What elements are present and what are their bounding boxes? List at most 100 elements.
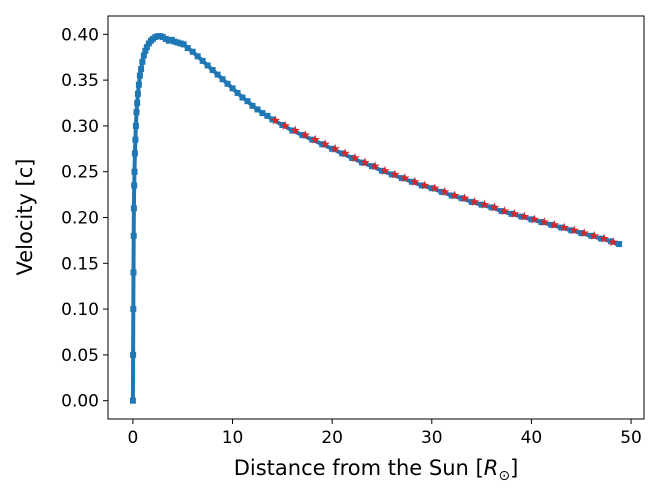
data-point: [309, 136, 316, 143]
data-point: [290, 125, 301, 135]
y-tick-label: 0.15: [61, 254, 99, 274]
data-point: [538, 219, 545, 226]
data-point: [568, 227, 575, 234]
data-point: [138, 66, 145, 73]
data-point: [488, 204, 495, 211]
x-tick-label: 30: [421, 428, 443, 448]
data-point: [588, 232, 595, 239]
data-point: [254, 106, 261, 113]
data-point: [410, 176, 420, 186]
data-point: [259, 110, 266, 117]
data-point: [340, 148, 350, 158]
data-point: [199, 57, 206, 64]
data-point: [469, 196, 480, 206]
data-point: [264, 112, 271, 119]
data-point: [270, 115, 281, 125]
data-point: [204, 62, 211, 69]
data-point: [135, 81, 142, 88]
data-point: [142, 47, 149, 54]
x-axis-ticks: 0 10 20 30 40 50: [127, 419, 642, 448]
x-tick-label: 0: [127, 428, 138, 448]
data-point: [330, 143, 340, 153]
data-point: [468, 198, 475, 205]
data-point: [380, 165, 390, 175]
data-point: [280, 120, 291, 130]
data-point: [369, 163, 376, 170]
data-point: [131, 168, 138, 175]
data-point: [390, 169, 400, 179]
data-point: [300, 130, 311, 140]
data-point: [180, 41, 187, 48]
data-point: [184, 45, 191, 52]
plot-marks: [129, 33, 623, 404]
data-point: [249, 102, 256, 109]
data-point: [134, 100, 141, 107]
data-point: [131, 150, 138, 157]
data-point: [509, 208, 520, 218]
data-point: [209, 67, 216, 74]
x-axis-label-symbol: R: [484, 456, 499, 480]
data-point: [132, 122, 139, 129]
y-tick-label: 0.05: [61, 346, 99, 366]
y-axis-label: Velocity [c]: [13, 159, 37, 276]
x-tick-label: 10: [222, 428, 244, 448]
data-point: [548, 221, 555, 228]
x-axis-label-subscript: ⊙: [498, 468, 510, 484]
data-point: [130, 205, 137, 212]
data-point: [244, 98, 251, 105]
y-tick-label: 0.40: [61, 25, 99, 45]
data-point: [299, 132, 306, 139]
series-2: [270, 115, 618, 247]
data-point: [508, 210, 515, 217]
data-point: [130, 269, 137, 276]
series-1: [129, 33, 623, 404]
data-point: [388, 171, 395, 178]
data-point: [339, 150, 346, 157]
data-point: [549, 219, 560, 229]
x-tick-label: 50: [620, 428, 642, 448]
data-point: [418, 182, 425, 189]
data-point: [349, 154, 356, 161]
data-point: [359, 159, 366, 166]
data-point: [528, 216, 535, 223]
data-point: [579, 228, 589, 238]
data-point: [229, 85, 236, 92]
data-point: [539, 217, 550, 227]
y-axis-ticks: 0.00 0.05 0.10 0.15 0.20 0.25 0.30 0.35 0.40: [61, 25, 108, 412]
data-point: [458, 195, 465, 202]
data-point: [558, 224, 565, 231]
data-point: [370, 161, 380, 171]
data-point: [224, 80, 231, 87]
data-point: [143, 44, 150, 51]
data-point: [578, 230, 585, 237]
x-tick-label: 40: [521, 428, 543, 448]
data-point: [608, 237, 618, 247]
data-point: [130, 306, 137, 313]
data-point: [559, 222, 570, 232]
data-point: [320, 139, 330, 149]
data-point: [132, 136, 139, 143]
data-point: [449, 190, 460, 200]
data-point: [398, 175, 405, 182]
plot-frame: [107, 15, 645, 420]
data-point: [479, 199, 490, 209]
data-point: [438, 188, 445, 195]
data-point: [139, 58, 146, 65]
data-point: [408, 178, 415, 185]
data-point: [498, 208, 505, 215]
x-tick-label: 20: [321, 428, 343, 448]
data-point: [499, 206, 510, 216]
data-point: [378, 167, 385, 174]
data-point: [459, 193, 470, 203]
data-point: [400, 173, 410, 183]
data-point: [616, 241, 623, 248]
data-point: [239, 94, 246, 101]
y-tick-label: 0.20: [61, 209, 99, 229]
data-point: [214, 71, 221, 78]
data-point: [319, 141, 326, 148]
data-point: [519, 211, 530, 221]
data-point: [599, 233, 609, 243]
data-point: [598, 235, 605, 242]
data-point: [234, 89, 241, 96]
data-point: [569, 225, 580, 235]
